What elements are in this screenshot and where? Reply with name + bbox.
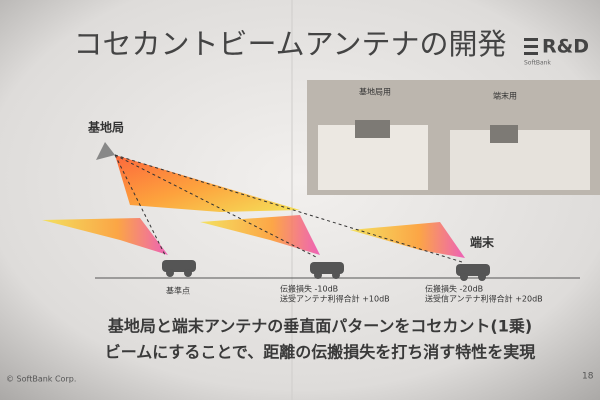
caption-line: ビームにすることで、距離の伝搬損失を打ち消す特性を実現 (105, 343, 536, 362)
base-station-label: 基地局 (87, 120, 124, 135)
title: コセカントビームアンテナの開発 (74, 27, 507, 61)
reference-label: 基準点 (166, 286, 190, 296)
page-number: 18 (582, 372, 594, 382)
point-label: 伝搬損失 -10dB (280, 284, 338, 294)
point-label: 伝搬損失 -20dB (425, 284, 483, 294)
copyright: © SoftBank Corp. (6, 375, 76, 384)
logo-sub: SoftBank (524, 60, 551, 67)
photos: 基地局用 端末用 (307, 80, 600, 195)
point-label: 送受アンテナ利得合計 +10dB (280, 294, 390, 304)
diagram: 基地局 端末 基準点 伝搬損失 -10dB 送受アンテナ利得合計 +10dB 伝… (42, 120, 580, 304)
caption-line: 基地局と端末アンテナの垂直面パターンをコセカント(1乗) (107, 317, 532, 336)
terminal-label: 端末 (470, 235, 495, 250)
logo-text: R&D (542, 36, 589, 58)
photo-label: 端末用 (493, 91, 517, 101)
photo-label: 基地局用 (359, 87, 391, 97)
logo: R&D SoftBank (524, 36, 589, 67)
point-label: 送受信アンテナ利得合計 +20dB (425, 294, 543, 304)
